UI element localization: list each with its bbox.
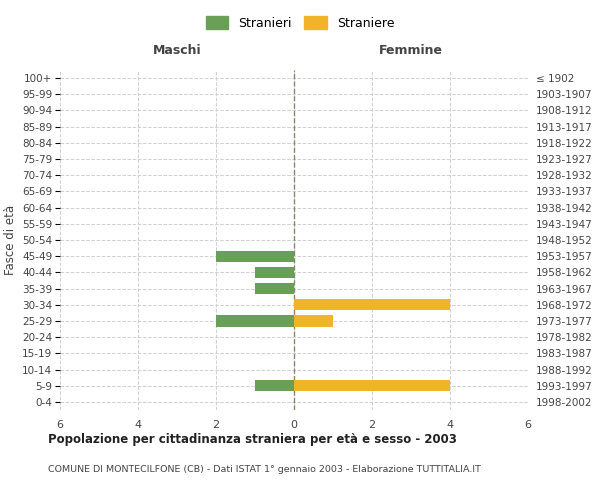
- Bar: [294, 380, 450, 392]
- Bar: [255, 266, 294, 278]
- Bar: [294, 299, 450, 310]
- Text: Maschi: Maschi: [152, 44, 202, 57]
- Text: Femmine: Femmine: [379, 44, 443, 57]
- Bar: [216, 316, 294, 326]
- Legend: Stranieri, Straniere: Stranieri, Straniere: [201, 11, 399, 35]
- Y-axis label: Fasce di età: Fasce di età: [4, 205, 17, 275]
- Bar: [255, 283, 294, 294]
- Bar: [216, 250, 294, 262]
- Text: COMUNE DI MONTECILFONE (CB) - Dati ISTAT 1° gennaio 2003 - Elaborazione TUTTITAL: COMUNE DI MONTECILFONE (CB) - Dati ISTAT…: [48, 466, 481, 474]
- Bar: [255, 380, 294, 392]
- Text: Popolazione per cittadinanza straniera per età e sesso - 2003: Popolazione per cittadinanza straniera p…: [48, 432, 457, 446]
- Bar: [294, 316, 333, 326]
